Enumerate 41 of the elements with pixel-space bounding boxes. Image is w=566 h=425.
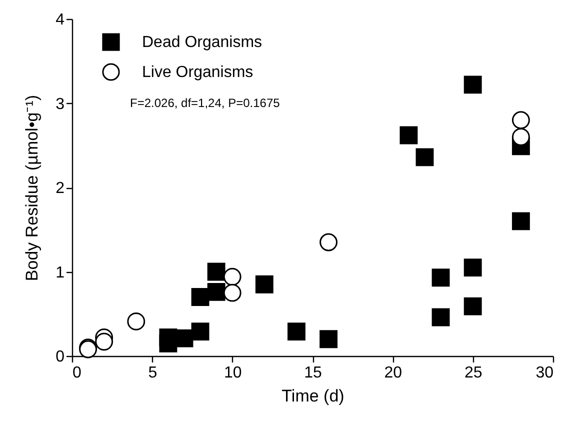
point	[416, 148, 434, 166]
point	[320, 330, 338, 348]
y-tick-label: 4	[56, 12, 65, 28]
legend-label: Live Organisms	[142, 64, 254, 81]
y-tick-label: 3	[56, 96, 65, 113]
point	[512, 128, 530, 146]
point	[207, 283, 226, 301]
y-tick-label: 1	[56, 264, 65, 282]
x-axis-title: Time (d)	[282, 386, 344, 406]
point	[464, 258, 482, 277]
point	[512, 212, 530, 230]
x-tick-label: 30	[536, 364, 554, 382]
point	[127, 312, 146, 330]
legend-label: Dead Organisms	[142, 34, 262, 51]
y-axis-title: Body Residue (µmol•g⁻¹)	[22, 94, 42, 282]
point	[432, 268, 450, 287]
x-tick-label: 20	[384, 364, 402, 382]
point	[400, 126, 418, 144]
point	[207, 262, 226, 281]
x-tick-label: 0	[72, 364, 82, 382]
point	[512, 111, 530, 130]
x-tick-label: 15	[304, 364, 322, 382]
point	[191, 322, 210, 341]
point	[159, 334, 178, 352]
annotation: F=2.026, df=1,24, P=0.1675	[130, 96, 280, 110]
x-tick-label: 10	[224, 364, 242, 382]
point	[320, 233, 338, 252]
point	[432, 308, 450, 326]
y-tick-label: 0	[56, 348, 65, 366]
point	[464, 76, 482, 94]
x-tick-label: 5	[148, 364, 158, 382]
point	[464, 297, 482, 316]
y-tick-label: 2	[56, 180, 65, 197]
point	[223, 284, 242, 302]
point	[223, 268, 242, 286]
x-tick-label: 25	[464, 364, 482, 382]
point	[255, 275, 274, 294]
point	[95, 332, 114, 351]
point	[288, 322, 306, 341]
point	[175, 329, 194, 348]
point	[191, 288, 210, 306]
